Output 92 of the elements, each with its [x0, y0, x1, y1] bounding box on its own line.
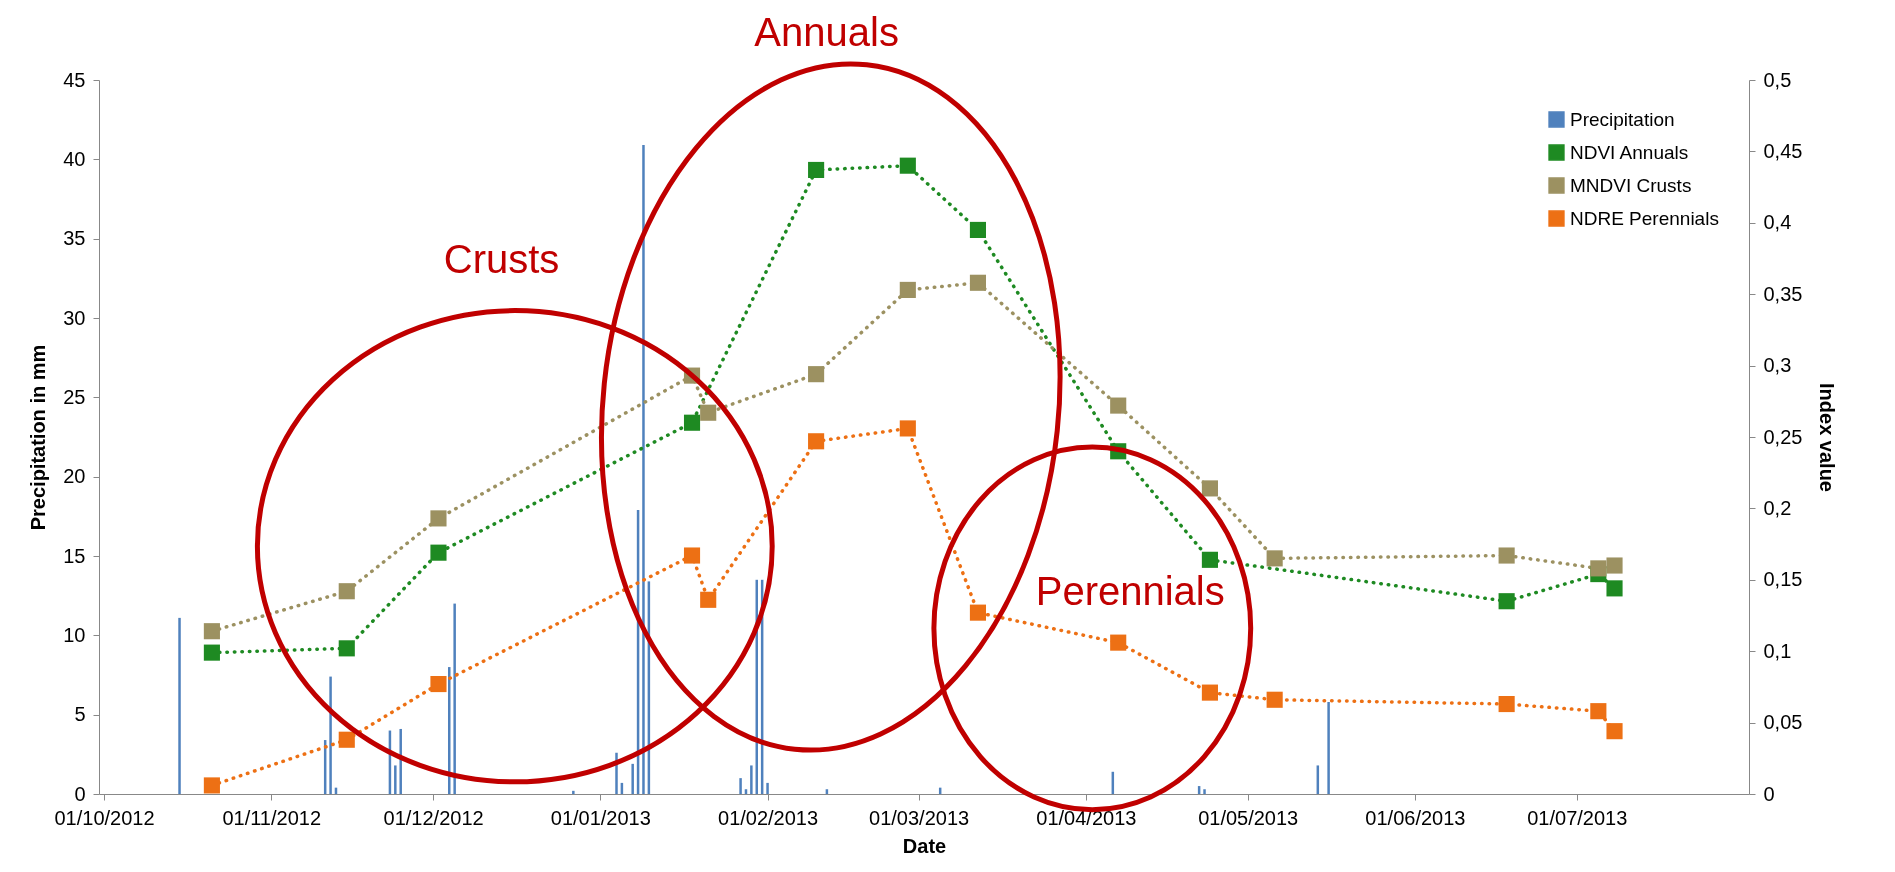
- y2-axis-title: Index value: [1816, 383, 1839, 492]
- point: [1498, 695, 1515, 713]
- point: [683, 414, 701, 431]
- y-axis-title: Precipitation in mm: [27, 344, 50, 531]
- bar: [1327, 701, 1330, 794]
- point: [1201, 480, 1218, 497]
- y-tick-label: 45: [63, 68, 86, 91]
- y2-tick-label: 0,15: [1763, 568, 1803, 591]
- point: [1201, 551, 1218, 568]
- point: [1498, 593, 1515, 610]
- y2-tick-label: 0,5: [1763, 68, 1792, 91]
- y2-tick-label: 0: [1763, 782, 1775, 805]
- bar: [766, 782, 769, 794]
- legend-label: NDVI Annuals: [1570, 141, 1689, 163]
- bar: [394, 765, 397, 794]
- x-tick-label: 01/07/2013: [1527, 806, 1628, 829]
- y-tick-label: 0: [74, 782, 86, 805]
- point: [808, 433, 825, 450]
- bar: [750, 765, 753, 794]
- y2-tick-label: 0,2: [1763, 496, 1792, 519]
- x-tick-label: 01/12/2012: [383, 806, 484, 829]
- x-tick-label: 01/11/2012: [222, 806, 322, 829]
- point: [430, 675, 447, 693]
- point: [1606, 580, 1623, 597]
- point: [1266, 691, 1283, 708]
- point: [1110, 397, 1127, 414]
- point: [1498, 547, 1515, 564]
- y-tick-label: 25: [63, 385, 86, 408]
- x-tick-label: 01/03/2013: [869, 806, 970, 829]
- y-tick-label: 10: [63, 623, 86, 646]
- y-tick-label: 5: [74, 703, 86, 726]
- y-tick-label: 40: [63, 147, 86, 170]
- bar: [572, 790, 575, 794]
- y-tick-label: 35: [63, 227, 86, 250]
- point: [899, 281, 916, 298]
- y-tick-label: 15: [63, 544, 86, 567]
- point: [1110, 634, 1127, 651]
- x-axis-title: Date: [902, 834, 947, 857]
- bar: [178, 617, 181, 794]
- point: [969, 274, 987, 291]
- x-tick-label: 01/05/2013: [1198, 806, 1299, 829]
- y2-tick-label: 0,4: [1763, 211, 1792, 234]
- text: Annuals: [754, 9, 899, 54]
- point: [700, 404, 717, 421]
- point: [203, 777, 220, 794]
- point: [969, 604, 987, 621]
- bar: [642, 145, 645, 794]
- x-tick-label: 01/01/2013: [550, 806, 651, 829]
- y2-tick-label: 0,3: [1763, 354, 1792, 377]
- x-tick-label: 01/06/2013: [1365, 806, 1466, 829]
- annotation: Crusts: [443, 236, 560, 281]
- y-tick-label: 20: [63, 465, 86, 488]
- point: [899, 157, 916, 174]
- point: [1606, 557, 1623, 574]
- bar: [453, 603, 456, 794]
- bar: [739, 778, 742, 794]
- legend-label: Precipitation: [1570, 108, 1675, 130]
- point: [1590, 703, 1607, 720]
- point: [338, 640, 355, 657]
- point: [1606, 723, 1623, 740]
- legend-label: MNDVI Crusts: [1570, 174, 1692, 196]
- point: [430, 544, 447, 561]
- y2-tick-label: 0,25: [1763, 425, 1803, 448]
- y2-tick-label: 0,05: [1763, 711, 1803, 734]
- x-tick-label: 01/02/2013: [718, 806, 819, 829]
- point: [700, 591, 717, 608]
- y-tick-label: 30: [63, 306, 86, 329]
- legend-label: NDRE Perennials: [1570, 207, 1719, 229]
- point: [899, 420, 916, 437]
- bar: [329, 676, 332, 794]
- point: [338, 731, 355, 748]
- point: [683, 547, 701, 564]
- point: [808, 161, 825, 179]
- point: [1201, 684, 1218, 701]
- point: [1266, 550, 1283, 567]
- point: [1590, 560, 1607, 577]
- bar: [1203, 789, 1206, 794]
- y2-tick-label: 0,35: [1763, 282, 1803, 305]
- y2-tick-label: 0,45: [1763, 139, 1803, 162]
- point: [203, 644, 220, 661]
- x-tick-label: 01/10/2012: [54, 806, 155, 829]
- bar: [399, 728, 402, 794]
- x-tick-label: 01/04/2013: [1036, 806, 1137, 829]
- point: [338, 583, 355, 600]
- point: [969, 221, 987, 238]
- annotation: Perennials: [1035, 568, 1225, 613]
- point: [430, 510, 447, 527]
- point: [203, 623, 220, 640]
- y2-tick-label: 0,1: [1763, 639, 1792, 662]
- bar: [448, 667, 451, 794]
- point: [808, 366, 825, 383]
- bar: [631, 763, 634, 794]
